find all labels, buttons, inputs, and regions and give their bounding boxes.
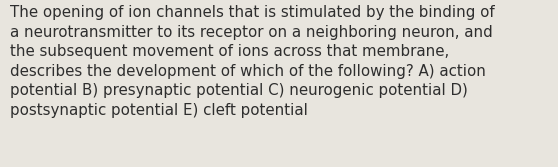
Text: The opening of ion channels that is stimulated by the binding of
a neurotransmit: The opening of ion channels that is stim…	[10, 5, 495, 118]
